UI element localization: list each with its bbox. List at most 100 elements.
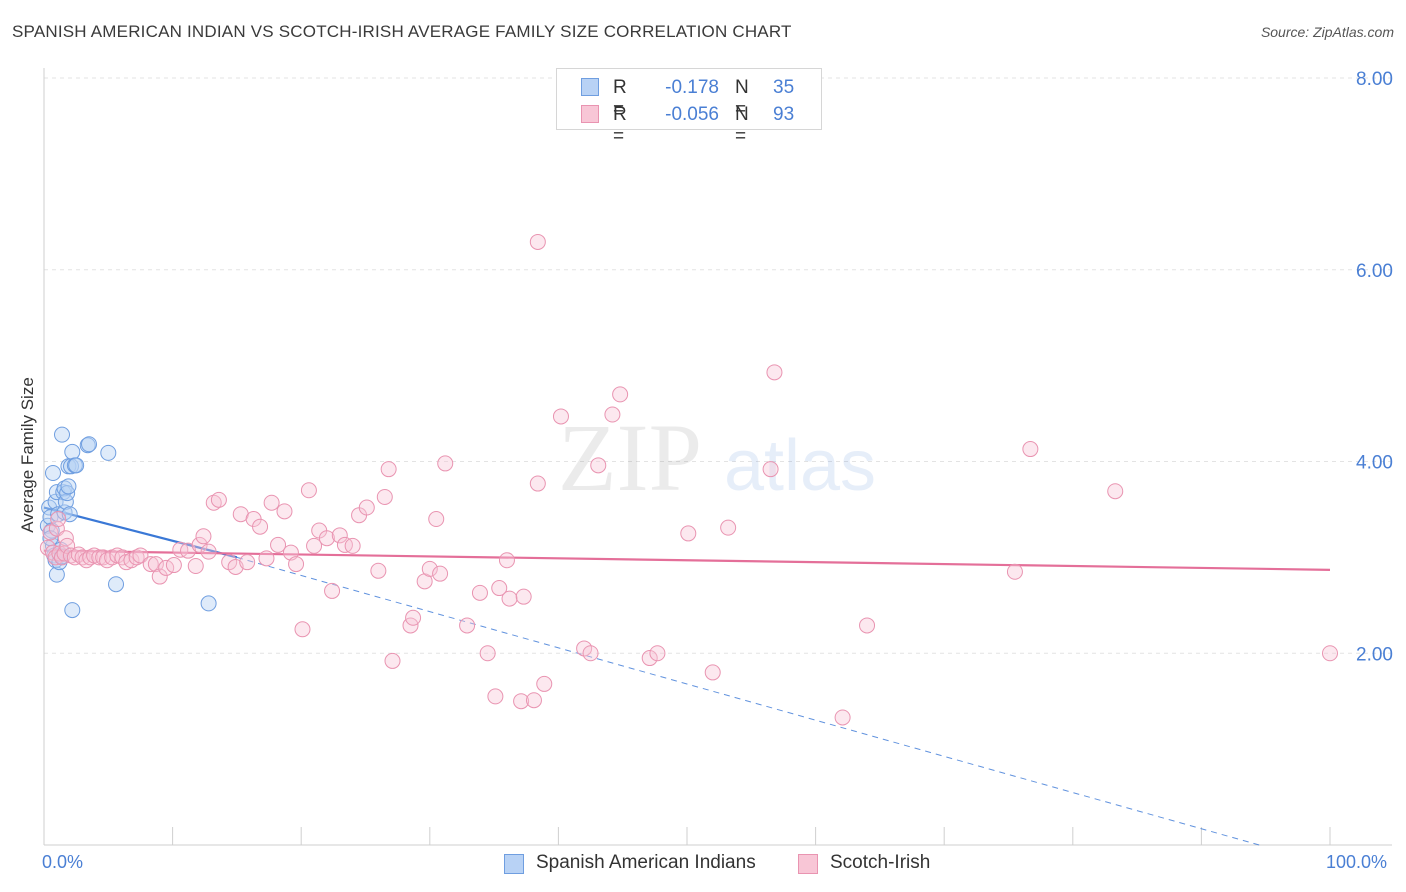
trend-line-spanish-american-indians xyxy=(43,506,238,559)
point-scotch-irish xyxy=(45,544,62,561)
y-tick-label: 4.00 xyxy=(1356,453,1393,474)
point-scotch-irish xyxy=(263,494,280,511)
point-spanish-american-indian xyxy=(45,465,62,482)
point-scotch-irish xyxy=(380,461,397,478)
point-scotch-irish xyxy=(252,518,269,535)
point-scotch-irish xyxy=(142,556,159,573)
point-spanish-american-indian xyxy=(64,443,81,460)
point-spanish-american-indian xyxy=(60,478,77,495)
legend-swatch-pink xyxy=(581,105,599,123)
point-scotch-irish xyxy=(370,562,387,579)
point-scotch-irish xyxy=(590,457,607,474)
point-scotch-irish xyxy=(132,547,149,564)
point-scotch-irish xyxy=(50,511,67,528)
point-scotch-irish xyxy=(99,552,116,569)
n-value: 35 xyxy=(773,77,795,98)
point-spanish-american-indian xyxy=(79,437,96,454)
legend-label: Scotch-Irish xyxy=(830,852,931,873)
y-tick-label: 8.00 xyxy=(1356,69,1393,90)
r-label: R = xyxy=(613,104,627,147)
point-scotch-irish xyxy=(294,621,311,638)
legend-label: Spanish American Indians xyxy=(536,852,756,873)
n-value: 93 xyxy=(773,104,795,125)
point-scotch-irish xyxy=(123,552,140,569)
point-scotch-irish xyxy=(437,455,454,472)
point-scotch-irish xyxy=(576,640,593,657)
point-scotch-irish xyxy=(324,582,341,599)
y-axis-label: Average Family Size xyxy=(18,377,37,533)
axes xyxy=(43,68,1392,846)
point-spanish-american-indian xyxy=(48,566,65,583)
legend-swatch-blue xyxy=(581,78,599,96)
point-scotch-irish xyxy=(649,645,666,662)
point-scotch-irish xyxy=(384,652,401,669)
point-scotch-irish xyxy=(513,693,530,710)
point-scotch-irish xyxy=(552,408,569,425)
point-scotch-irish xyxy=(288,556,305,573)
point-spanish-american-indian xyxy=(100,444,117,461)
data-points xyxy=(39,233,1338,726)
point-spanish-american-indian xyxy=(68,457,85,474)
trend-lines xyxy=(43,506,1331,846)
trend-extension-dashed xyxy=(236,556,1260,846)
point-spanish-american-indian xyxy=(50,506,67,523)
y-tick-label: 2.00 xyxy=(1356,644,1393,665)
point-spanish-american-indian xyxy=(64,602,81,619)
point-scotch-irish xyxy=(1006,563,1023,580)
y-tick-label: 6.00 xyxy=(1356,261,1393,282)
point-scotch-irish xyxy=(766,364,783,381)
point-scotch-irish xyxy=(529,233,546,250)
point-scotch-irish xyxy=(318,530,335,547)
legend-swatch-pink xyxy=(798,854,818,874)
point-scotch-irish xyxy=(704,664,721,681)
point-scotch-irish xyxy=(498,552,515,569)
watermark: ZIP atlas xyxy=(558,404,876,511)
point-scotch-irish xyxy=(720,519,737,536)
point-scotch-irish xyxy=(515,588,532,605)
point-scotch-irish xyxy=(479,645,496,662)
point-scotch-irish xyxy=(1107,483,1124,500)
x-tick-label-max: 100.0% xyxy=(1326,852,1388,872)
point-scotch-irish xyxy=(604,406,621,423)
point-scotch-irish xyxy=(421,560,438,577)
point-scotch-irish xyxy=(195,528,212,545)
point-scotch-irish xyxy=(529,475,546,492)
point-scotch-irish xyxy=(358,499,375,516)
point-scotch-irish xyxy=(762,461,779,478)
y-tick-labels: 2.00 4.00 6.00 8.00 xyxy=(1356,69,1393,665)
point-scotch-irish xyxy=(405,609,422,626)
point-scotch-irish xyxy=(459,617,476,634)
point-scotch-irish xyxy=(376,488,393,505)
point-scotch-irish xyxy=(306,537,323,554)
point-scotch-irish xyxy=(239,554,256,571)
point-spanish-american-indian xyxy=(200,595,217,612)
point-scotch-irish xyxy=(491,580,508,597)
point-scotch-irish xyxy=(428,511,445,528)
point-scotch-irish xyxy=(501,590,518,607)
point-scotch-irish xyxy=(1022,441,1039,458)
n-label: N = xyxy=(735,104,749,147)
point-scotch-irish xyxy=(200,543,217,560)
legend-swatch-blue xyxy=(504,854,524,874)
point-scotch-irish xyxy=(187,558,204,575)
point-scotch-irish xyxy=(834,709,851,726)
point-scotch-irish xyxy=(641,650,658,667)
point-scotch-irish xyxy=(147,556,164,573)
source-label: Source: ZipAtlas.com xyxy=(1260,24,1394,40)
x-tick-label-min: 0.0% xyxy=(42,852,84,872)
n-label: N = xyxy=(735,77,749,120)
point-scotch-irish xyxy=(210,491,227,508)
point-spanish-american-indian xyxy=(59,485,76,502)
point-scotch-irish xyxy=(432,565,449,582)
r-value: -0.056 xyxy=(665,104,719,125)
point-scotch-irish xyxy=(165,557,182,574)
trend-line-scotch-irish xyxy=(43,549,1331,571)
point-scotch-irish xyxy=(258,550,275,567)
watermark-zip: ZIP xyxy=(558,404,702,511)
correlation-legend: R = -0.178 N = 35 R = -0.056 N = 93 xyxy=(556,68,822,147)
point-scotch-irish xyxy=(536,675,553,692)
point-scotch-irish xyxy=(300,482,317,499)
point-scotch-irish xyxy=(270,536,287,553)
point-scotch-irish xyxy=(151,568,168,585)
point-scotch-irish xyxy=(191,536,208,553)
